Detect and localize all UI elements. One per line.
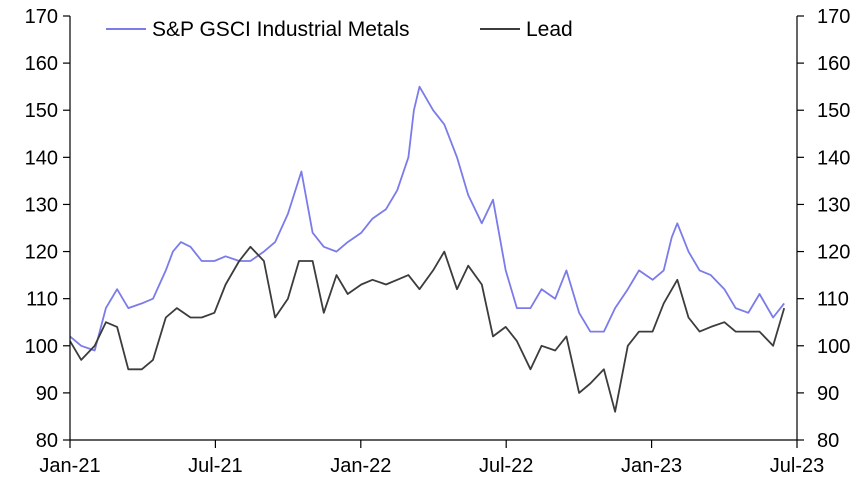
y-tick-right-label: 160 (817, 53, 850, 75)
y-tick-right-label: 100 (817, 336, 850, 358)
x-tick-label: Jul-21 (188, 455, 242, 477)
axes (69, 16, 798, 441)
legend-label-sp-gsci-industrial-metals: S&P GSCI Industrial Metals (152, 18, 410, 41)
series-line-lead (69, 245, 786, 413)
y-tick-right-label: 140 (817, 147, 850, 169)
y-tick-left-label: 120 (25, 242, 58, 264)
y-tick-left-label: 130 (25, 194, 58, 216)
y-tick-right-label: 170 (817, 6, 850, 28)
y-tick-right-label: 130 (817, 194, 850, 216)
y-tick-left-label: 100 (25, 336, 58, 358)
y-tick-left-label: 160 (25, 53, 58, 75)
legend: S&P GSCI Industrial Metals Lead (106, 18, 573, 41)
plot-lines (69, 85, 786, 413)
y-tick-right-label: 110 (817, 289, 849, 311)
y-axis-right-ticks: 80 90 100 110 120 130 140 150 160 170 (797, 6, 850, 452)
y-tick-left-label: 150 (25, 100, 58, 122)
y-tick-left-label: 80 (36, 430, 58, 452)
y-tick-right-label: 80 (817, 430, 839, 452)
y-tick-right-label: 120 (817, 242, 850, 264)
series-line-s-p-gsci-industrial-metals (69, 85, 785, 352)
x-tick-label: Jan-23 (621, 455, 682, 477)
legend-label-lead: Lead (526, 18, 573, 41)
x-axis-ticks: Jan-21 Jul-21 Jan-22 Jul-22 Jan-23 Jul-23 (39, 440, 824, 477)
y-tick-left-label: 140 (25, 147, 58, 169)
x-tick-label: Jul-23 (770, 455, 824, 477)
y-tick-left-label: 170 (25, 6, 58, 28)
y-tick-left-label: 90 (36, 383, 58, 405)
x-tick-label: Jan-22 (330, 455, 391, 477)
y-tick-left-label: 110 (26, 289, 58, 311)
y-tick-right-label: 90 (817, 383, 839, 405)
x-tick-label: Jul-22 (479, 455, 533, 477)
y-axis-left-ticks: 80 90 100 110 120 130 140 150 160 170 (25, 6, 70, 452)
y-tick-right-label: 150 (817, 100, 850, 122)
x-tick-label: Jan-21 (39, 455, 100, 477)
